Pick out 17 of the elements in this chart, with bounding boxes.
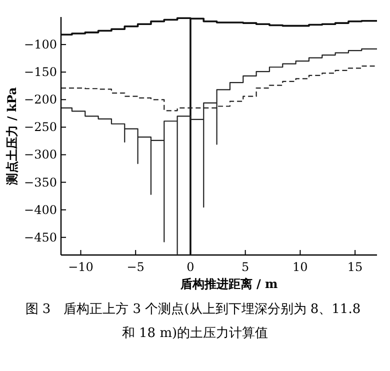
- y-tick-label: −350: [24, 175, 57, 190]
- x-tick-label: 5: [242, 260, 250, 274]
- x-tick-label: 10: [292, 260, 308, 274]
- y-tick-label: −200: [24, 92, 57, 107]
- y-tick-label: −250: [24, 120, 57, 134]
- x-tick-label: 15: [347, 260, 363, 274]
- y-tick-label: −150: [24, 65, 57, 80]
- x-axis-title: 盾构推进距离 / m: [179, 277, 278, 291]
- y-tick-label: −450: [24, 230, 57, 244]
- y-tick-label: −300: [24, 148, 57, 162]
- y-axis-title: 测点土压力 / kPa: [5, 87, 19, 186]
- x-tick-label: −10: [68, 260, 94, 274]
- caption: 图 3 盾构正上方 3 个测点(从上到下埋深分别为 8、11.8 和 18 m)的土压力计算值: [25, 301, 365, 341]
- y-tick-label: −100: [24, 38, 57, 52]
- y-tick-label: −400: [24, 202, 57, 217]
- x-tick-label: 0: [186, 260, 194, 274]
- x-tick-label: −5: [126, 260, 144, 274]
